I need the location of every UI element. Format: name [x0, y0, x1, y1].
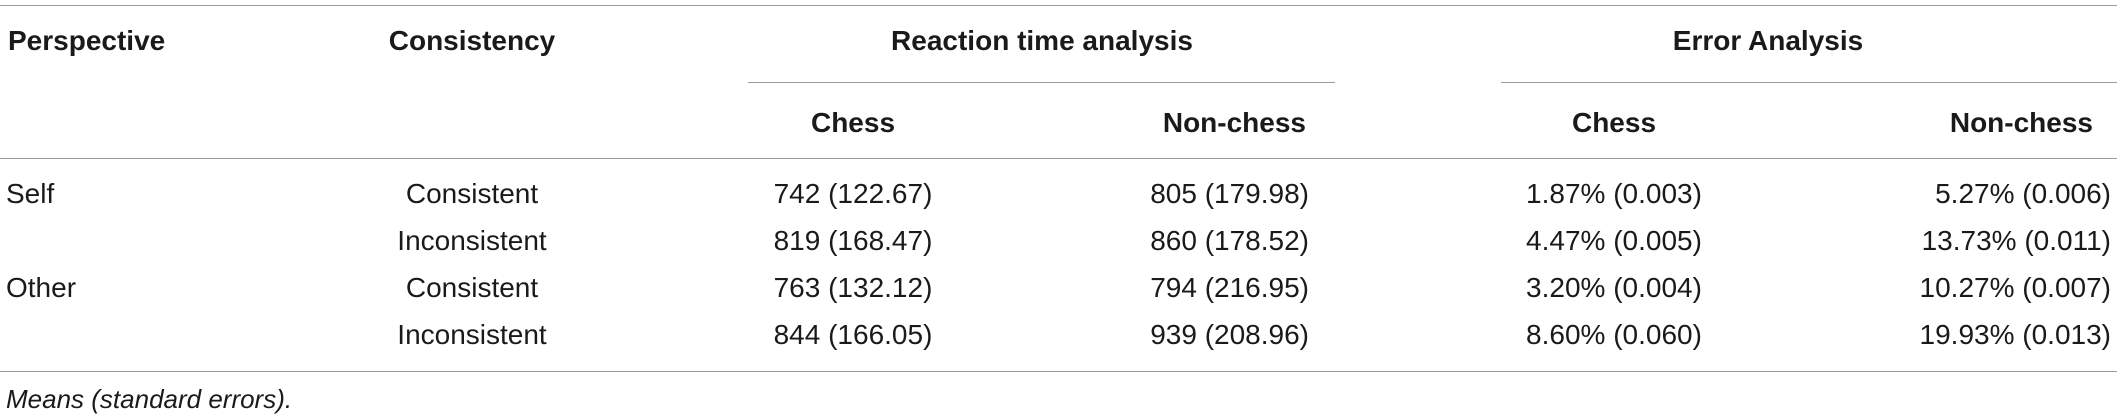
header-consistency: Consistency	[388, 25, 556, 56]
row-0-err-chess: 1.87% (0.003)	[1526, 178, 1702, 209]
header-reaction-time-group: Reaction time analysis	[891, 25, 1193, 56]
row-3-rt-chess: 844 (166.05)	[773, 319, 933, 350]
err-group-rule	[1501, 82, 2117, 83]
row-3-consistency: Inconsistent	[397, 319, 547, 350]
header-rt-nonchess: Non-chess	[1162, 107, 1306, 138]
row-0-rt-nonchess: 805 (179.98)	[1150, 178, 1309, 209]
row-3-rt-nonchess: 939 (208.96)	[1150, 319, 1309, 350]
row-2-err-nonchess: 10.27% (0.007)	[1919, 272, 2111, 303]
row-0-rt-chess: 742 (122.67)	[773, 178, 933, 209]
header-rt-chess: Chess	[810, 107, 896, 138]
row-3-err-nonchess: 19.93% (0.013)	[1919, 319, 2111, 350]
row-0-perspective: Self	[6, 178, 55, 209]
row-3-err-chess: 8.60% (0.060)	[1526, 319, 1702, 350]
row-2-rt-chess: 763 (132.12)	[773, 272, 933, 303]
row-1-rt-nonchess: 860 (178.52)	[1150, 225, 1309, 256]
row-1-err-nonchess: 13.73% (0.011)	[1921, 225, 2111, 256]
row-0-consistency: Consistent	[405, 178, 539, 209]
top-rule	[0, 5, 2117, 6]
row-1-err-chess: 4.47% (0.005)	[1526, 225, 1702, 256]
header-err-chess: Chess	[1571, 107, 1657, 138]
table-footnote: Means (standard errors).	[6, 384, 293, 414]
row-2-err-chess: 3.20% (0.004)	[1526, 272, 1702, 303]
header-error-analysis-group: Error Analysis	[1672, 25, 1864, 56]
rt-group-rule	[748, 82, 1335, 83]
table-bottom-rule	[0, 371, 2117, 372]
header-perspective: Perspective	[8, 25, 166, 56]
header-err-nonchess: Non-chess	[1949, 107, 2093, 138]
row-2-perspective: Other	[6, 272, 77, 303]
row-1-consistency: Inconsistent	[397, 225, 547, 256]
row-2-rt-nonchess: 794 (216.95)	[1150, 272, 1309, 303]
row-1-rt-chess: 819 (168.47)	[773, 225, 933, 256]
row-0-err-nonchess: 5.27% (0.006)	[1935, 178, 2111, 209]
header-bottom-rule	[0, 158, 2117, 159]
row-2-consistency: Consistent	[405, 272, 539, 303]
